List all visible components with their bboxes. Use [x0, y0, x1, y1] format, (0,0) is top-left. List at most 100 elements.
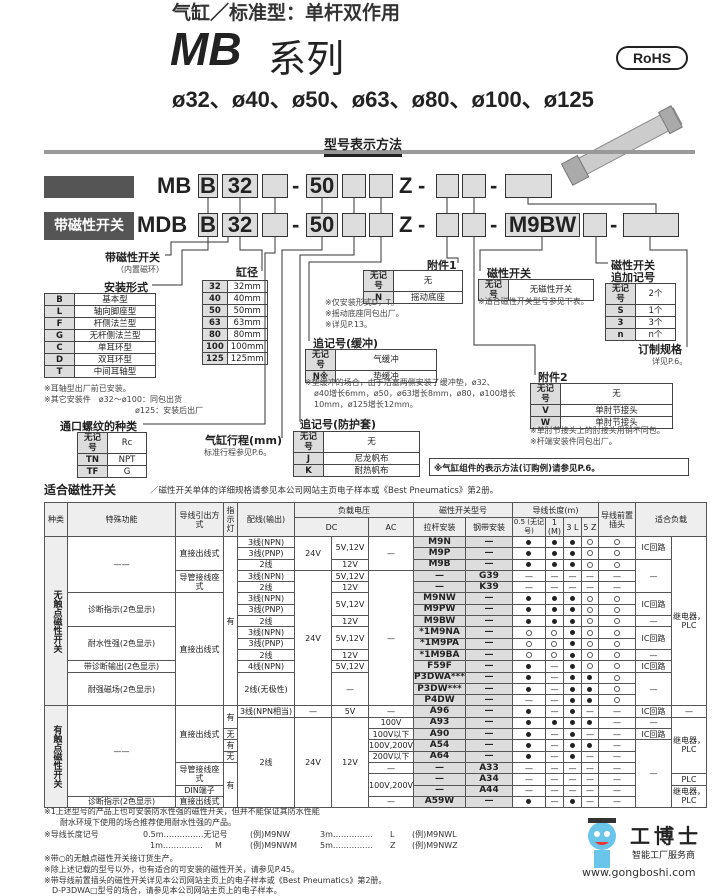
footnote: ※导线长度记号	[44, 830, 99, 839]
code-cell: V	[530, 404, 561, 417]
dash: -	[490, 173, 498, 198]
code-cell: K	[293, 464, 324, 477]
length-availability	[511, 750, 546, 763]
dash: -	[418, 212, 426, 237]
available-dot-icon	[526, 607, 532, 613]
desc-cell: 中间耳轴型	[74, 365, 156, 378]
func: ——	[67, 535, 176, 594]
table-row: 50 50mm	[202, 304, 268, 317]
model-tie-rod: P3DWA***	[413, 671, 466, 684]
col-wiring: 配线(输出)	[237, 502, 295, 537]
length-availability	[562, 592, 582, 605]
swqty-table: 无记号 2个 S 1个 3 3个 n n个	[605, 283, 676, 341]
length-availability	[580, 592, 599, 605]
cushion-note: 10mm，ø125增长12mm。	[314, 400, 418, 409]
model-tie-rod: A54	[413, 739, 466, 752]
code-stroke: 50	[306, 174, 338, 198]
ac: 100V,200V	[367, 773, 415, 797]
table-row: 无记号 2个	[605, 283, 676, 305]
model-tie-rod: —	[413, 581, 466, 594]
table-row: 无 100V以下 A90— — — — IC回路	[45, 728, 707, 741]
wiring: 2线	[237, 716, 295, 809]
ac: —	[367, 795, 415, 809]
connector-availability: —	[597, 795, 636, 809]
length-code: Z	[390, 841, 396, 850]
indicator: 无	[223, 728, 238, 741]
series-suffix: 系列	[268, 37, 345, 81]
desc-cell: 40mm	[226, 292, 268, 305]
table-row: G 无杆侧法兰型	[44, 329, 156, 342]
desc-cell: 尼龙帆布	[323, 452, 420, 465]
code-acc2-box	[462, 213, 486, 237]
length-availability: —	[511, 694, 546, 707]
length-availability	[511, 637, 546, 650]
available-dot-icon	[551, 618, 557, 624]
connector-availability	[597, 592, 636, 605]
load-cell: IC回路	[634, 626, 672, 650]
lead: 导管接线座式	[175, 569, 224, 594]
func: 耐水性强(2色显示)	[67, 626, 176, 662]
lead: 直接出线式	[175, 592, 224, 707]
length-availability: —	[580, 728, 599, 741]
col-band: 钢带安装	[464, 517, 513, 537]
length-availability	[544, 535, 564, 549]
col-load: 适合负载	[634, 502, 707, 537]
lead: 导管接线座式	[175, 761, 224, 786]
available-dot-icon	[569, 562, 575, 568]
load-cell: —	[634, 615, 672, 628]
length-availability: —	[544, 784, 564, 797]
available-dot-icon	[526, 742, 532, 748]
load-cell: IC回路	[634, 705, 672, 718]
desc-cell: 100mm	[226, 340, 268, 353]
table-row: 诊断指示(2色显示) 直接出线式 — A59W — — — —	[45, 795, 707, 809]
load-cell: —	[634, 558, 672, 594]
table-row: 100V,200V — A34— — — — — PLC	[45, 773, 707, 797]
length-availability	[580, 637, 599, 650]
code-cell: C	[44, 341, 75, 354]
table-row: C 单耳环型	[44, 341, 156, 354]
code-bore: 32	[222, 213, 258, 237]
code-cell: 无记号	[77, 432, 108, 454]
switch-title: 磁性开关	[487, 267, 531, 280]
code-cell: 无记号	[478, 279, 509, 301]
table-row: 63 63mm	[202, 316, 268, 329]
length-availability	[511, 615, 546, 628]
model-band: —	[464, 705, 513, 718]
available-dot-icon	[526, 686, 532, 692]
acc1-title: 附件1	[427, 259, 457, 272]
made-to-order-circle-icon	[613, 561, 620, 568]
footnote: ※除上述记载的型号以外，也有适合的可安装的磁性开关，请参见P.45。	[44, 865, 300, 874]
length-availability: —	[511, 773, 546, 786]
made-to-order-circle-icon	[586, 640, 593, 647]
length-availability: —	[562, 761, 582, 775]
length-availability	[544, 626, 564, 639]
code-custom-box	[623, 213, 679, 237]
table-row: K 耐热帆布	[293, 464, 420, 477]
desc-cell: 轴向脚座型	[74, 305, 156, 318]
mount-title: 安装形式	[104, 281, 148, 294]
model-band: —	[464, 648, 513, 662]
ac: —	[367, 705, 415, 718]
footnote: ※带○的无触点磁性开关接订货生产。	[44, 854, 178, 863]
desc-cell: 无	[560, 383, 673, 405]
model-band: —	[464, 615, 513, 628]
dc-sub: 12V	[331, 558, 369, 571]
table-row: 无记号 气缓冲	[305, 349, 437, 371]
desc-cell: 垫缓冲	[335, 370, 437, 383]
length-availability	[562, 660, 582, 673]
length-availability	[511, 716, 546, 730]
connector-availability	[597, 648, 636, 662]
desc-cell: 单肘节接头	[560, 404, 673, 417]
col-l5: 5 Z	[580, 517, 599, 537]
col-l3: 3 L	[562, 517, 582, 537]
code-cell: J	[293, 452, 324, 465]
length-availability	[511, 682, 546, 696]
connector-availability	[597, 626, 636, 639]
model-tie-rod: M9N	[413, 535, 466, 549]
wiring: 3线(PNP)	[237, 603, 295, 617]
mount-note: ※其它安装件 ø32～ø100：同包出货	[44, 395, 182, 404]
table-row: TF G	[77, 465, 147, 478]
length-availability	[511, 535, 546, 549]
wiring: 2线(无极性)	[237, 671, 295, 707]
connector-availability: —	[597, 581, 636, 594]
